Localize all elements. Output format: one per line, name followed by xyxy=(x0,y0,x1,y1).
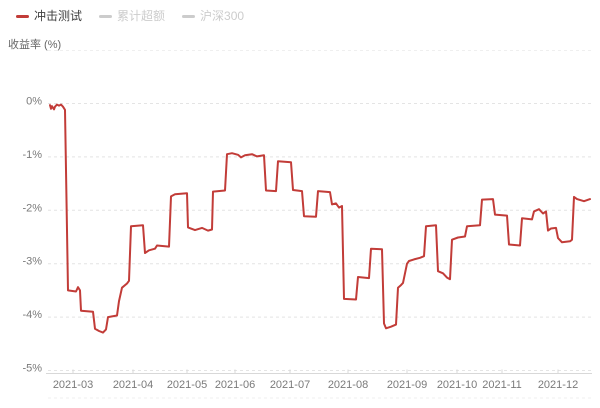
x-axis-tick-label: 2021-07 xyxy=(270,379,310,391)
x-axis-tick-label: 2021-05 xyxy=(167,379,207,391)
x-axis-tick-label: 2021-10 xyxy=(437,379,477,391)
y-axis-tick-label: -5% xyxy=(22,363,42,375)
x-axis-tick-label: 2021-03 xyxy=(53,379,93,391)
y-axis-title: 收益率 (%) xyxy=(8,39,62,51)
legend-item-leijichao-e[interactable]: 累计超额 xyxy=(99,8,165,24)
x-axis-tick-label: 2021-12 xyxy=(538,379,578,391)
y-axis-tick-label: -2% xyxy=(22,202,42,214)
legend-item-chongjiceshi[interactable]: 冲击测试 xyxy=(16,8,82,24)
y-axis-tick-label: -4% xyxy=(22,309,42,321)
y-axis-tick-label: 0% xyxy=(26,96,42,108)
line-series-marker-icon xyxy=(16,14,29,18)
x-axis-tick-label: 2021-04 xyxy=(113,379,153,391)
y-axis-tick-label: -3% xyxy=(22,256,42,268)
x-axis-tick-label: 2021-06 xyxy=(215,379,255,391)
x-axis-tick-label: 2021-09 xyxy=(387,379,427,391)
chart-legend: 冲击测试 累计超额 沪深300 xyxy=(16,8,261,24)
legend-item-hushen300[interactable]: 沪深300 xyxy=(182,8,244,24)
series-line-chongjiceshi xyxy=(49,103,591,334)
line-series-marker-icon xyxy=(182,14,196,18)
y-axis-tick-label: -1% xyxy=(22,149,42,161)
legend-label: 累计超额 xyxy=(117,9,166,23)
line-series-marker-icon xyxy=(99,14,113,18)
legend-label: 沪深300 xyxy=(200,9,245,23)
x-axis-tick-label: 2021-11 xyxy=(482,379,522,391)
x-axis-tick-label: 2021-08 xyxy=(328,379,368,391)
legend-label: 冲击测试 xyxy=(34,9,83,23)
